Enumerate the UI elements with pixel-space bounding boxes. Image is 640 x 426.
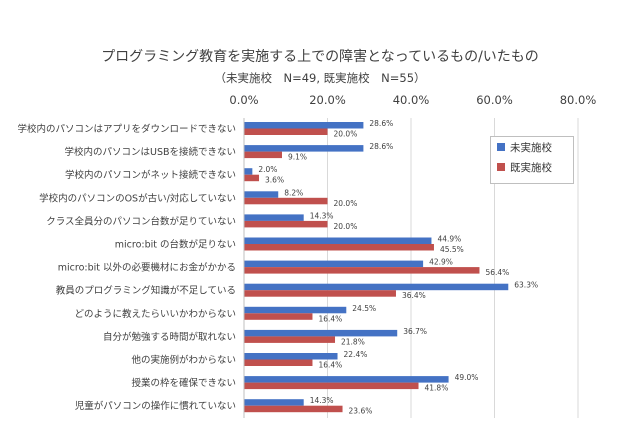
category-label-3: 学校内のパソコンがネット接続できない — [65, 169, 236, 181]
bar-series-2-8 — [244, 290, 396, 297]
bar-series-1-5 — [244, 214, 304, 221]
data-label-series-2-10: 21.8% — [341, 337, 365, 346]
x-tick-label-3: 40.0% — [393, 93, 430, 107]
x-tick-label-1: 0.0% — [229, 93, 258, 107]
legend-swatch-series-1 — [497, 143, 505, 151]
data-label-series-2-1: 20.0% — [334, 130, 358, 139]
bar-series-2-3 — [244, 174, 260, 182]
data-label-series-2-9: 16.4% — [318, 314, 342, 323]
category-label-6: micro:bit の台数が足りない — [115, 239, 236, 251]
chart-title: プログラミング教育を実施する上での障害となっているもの/いたもの — [101, 49, 539, 65]
data-label-series-2-3: 3.6% — [265, 176, 284, 185]
data-label-series-2-4: 20.0% — [334, 199, 358, 208]
data-label-series-1-5: 14.3% — [310, 211, 334, 220]
bar-series-1-13 — [244, 399, 304, 406]
data-label-series-2-11: 16.4% — [318, 361, 342, 370]
legend-swatch-series-2 — [497, 163, 505, 171]
category-label-13: 児童がパソコンの操作に慣れていない — [75, 400, 236, 412]
data-label-series-2-7: 56.4% — [485, 268, 509, 277]
bar-series-2-12 — [244, 382, 419, 390]
legend-label-series-1: 未実施校 — [510, 141, 552, 154]
data-label-series-2-12: 41.8% — [425, 384, 449, 393]
bar-series-2-13 — [244, 405, 343, 413]
category-label-7: micro:bit 以外の必要機材にお金がかかる — [58, 262, 236, 274]
bar-series-1-6 — [244, 237, 432, 244]
category-label-12: 授業の枠を確保できない — [131, 377, 236, 389]
bar-series-1-4 — [244, 191, 279, 198]
bar-series-1-2 — [244, 145, 364, 152]
data-label-series-2-13: 23.6% — [349, 407, 373, 416]
data-label-series-2-2: 9.1% — [288, 153, 307, 162]
data-label-series-1-11: 22.4% — [344, 350, 368, 359]
bar-series-2-5 — [244, 220, 328, 228]
legend: 未実施校 既実施校 — [490, 136, 574, 184]
data-label-series-1-2: 28.6% — [369, 142, 393, 151]
bar-series-1-1 — [244, 122, 364, 129]
category-label-2: 学校内のパソコンはUSBを接続できない — [64, 146, 236, 158]
data-label-series-1-8: 63.3% — [514, 281, 538, 290]
data-label-series-1-13: 14.3% — [310, 396, 334, 405]
x-tick-label-4: 60.0% — [476, 93, 513, 107]
bar-series-2-1 — [244, 128, 328, 135]
bar-series-2-7 — [244, 267, 480, 274]
bar-series-1-9 — [244, 306, 347, 314]
category-label-8: 教員のプログラミング知識が不足している — [56, 285, 236, 297]
data-label-series-2-6: 45.5% — [440, 245, 464, 254]
bar-series-1-10 — [244, 329, 398, 337]
bar-series-2-11 — [244, 359, 313, 366]
category-label-10: 自分が勉強する時間が取れない — [103, 331, 236, 343]
bar-series-1-3 — [244, 168, 253, 175]
x-tick-label-2: 20.0% — [309, 93, 346, 107]
bar-series-1-8 — [244, 283, 509, 291]
bar-series-1-7 — [244, 260, 424, 268]
legend-item-series-1: 未実施校 — [491, 137, 573, 157]
data-label-series-1-4: 8.2% — [284, 188, 303, 197]
x-tick-label-5: 80.0% — [560, 93, 597, 107]
category-label-11: 他の実施例がわからない — [131, 354, 236, 366]
data-label-series-1-10: 36.7% — [403, 327, 427, 336]
data-label-series-2-8: 36.4% — [402, 291, 426, 300]
bar-series-2-6 — [244, 244, 434, 251]
bar-series-2-10 — [244, 336, 336, 343]
bar-series-2-9 — [244, 313, 313, 320]
legend-item-series-2: 既実施校 — [491, 157, 573, 177]
data-label-series-1-12: 49.0% — [455, 373, 479, 382]
bar-series-1-12 — [244, 376, 449, 383]
data-label-series-1-6: 44.9% — [437, 235, 461, 244]
data-label-series-2-5: 20.0% — [334, 222, 358, 231]
bar-series-2-2 — [244, 151, 282, 159]
bar-series-2-4 — [244, 197, 328, 205]
category-label-4: 学校内のパソコンのOSが古い/対応していない — [39, 192, 236, 204]
data-label-series-1-3: 2.0% — [258, 165, 277, 174]
category-label-9: どのように教えたらいいかわからない — [74, 308, 236, 320]
chart-subtitle: （未実施校 N=49, 既実施校 N=55） — [214, 71, 426, 85]
data-label-series-1-9: 24.5% — [352, 304, 376, 313]
bar-series-1-11 — [244, 353, 338, 360]
legend-label-series-2: 既実施校 — [510, 161, 552, 174]
category-label-5: クラス全員分のパソコン台数が足りていない — [46, 215, 236, 227]
data-label-series-1-7: 42.9% — [429, 258, 453, 267]
data-label-series-1-1: 28.6% — [369, 119, 393, 128]
category-label-1: 学校内のパソコンはアプリをダウンロードできない — [17, 123, 236, 135]
